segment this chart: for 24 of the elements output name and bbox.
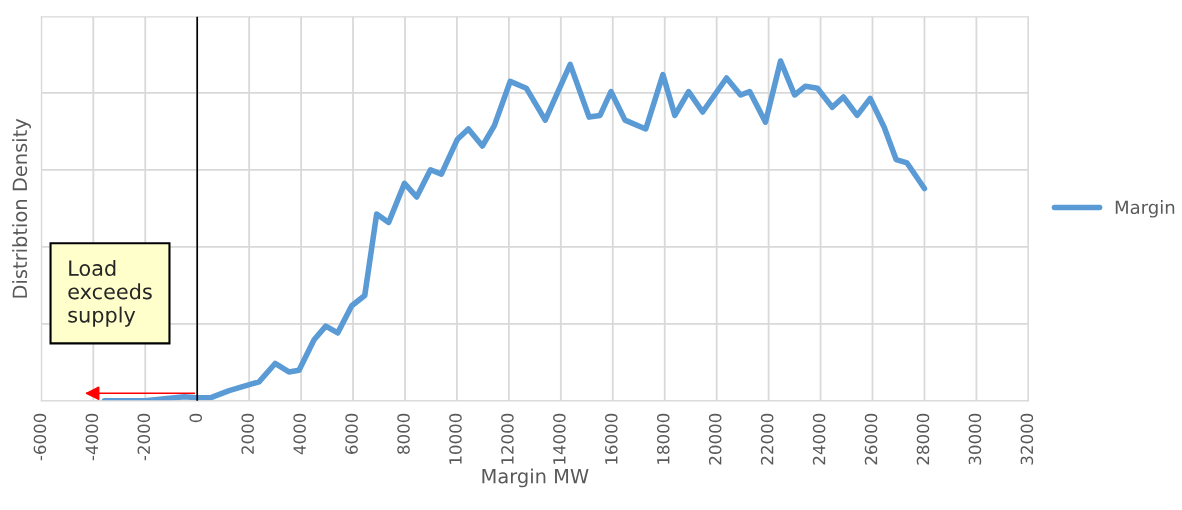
x-tick-label: 24000 [812, 413, 826, 465]
x-tick-label: 14000 [553, 413, 566, 464]
x-tick-label: 16000 [605, 413, 618, 464]
x-tick-label: 2000 [241, 413, 254, 454]
annotation: Load exceeds supply [68, 259, 152, 327]
x-tick-label: 26000 [864, 413, 878, 465]
x-tick-label: 12000 [501, 413, 514, 464]
x-tick-label: 22000 [760, 413, 774, 465]
x-tick-label: -4000 [85, 413, 99, 461]
x-tick-label: 0 [189, 413, 203, 423]
x-tick-label: 4000 [293, 413, 306, 455]
x-tick-label: -2000 [137, 413, 151, 461]
x-tick-label: 6000 [345, 413, 358, 454]
x-tick-label: 32000 [1020, 413, 1034, 465]
x-tick-label: 10000 [449, 413, 462, 464]
legend-label: Margin [1115, 200, 1175, 218]
x-tick-label: -6000 [33, 413, 47, 461]
x-tick-label: 18000 [656, 413, 670, 464]
x-tick-label: 20000 [708, 413, 722, 465]
x-tick-label: 30000 [968, 413, 982, 465]
y-axis-title: Distribtion Density [12, 118, 31, 298]
x-axis-title: Margin MW [482, 468, 589, 488]
x-tick-label: 28000 [916, 413, 930, 465]
x-tick-label: 8000 [397, 413, 410, 454]
